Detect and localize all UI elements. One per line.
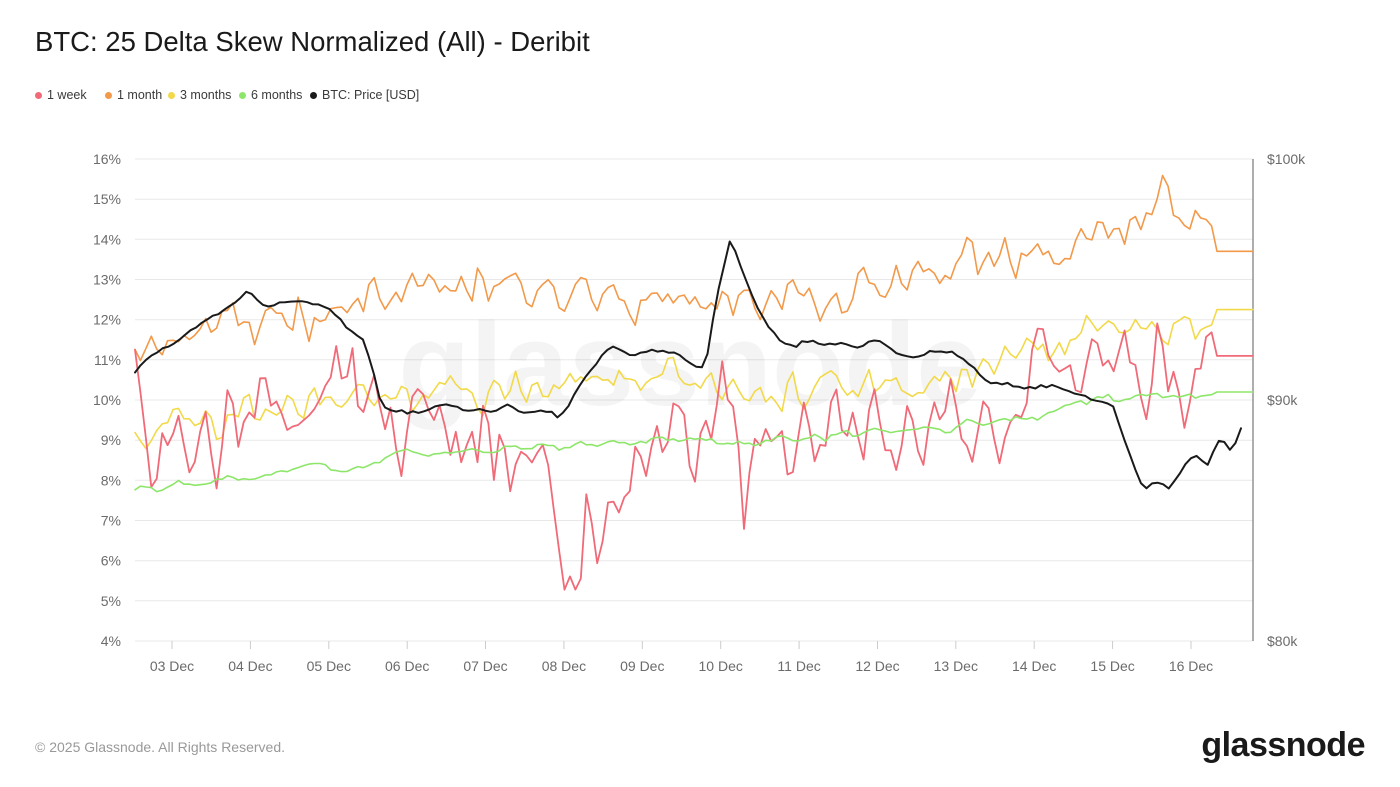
svg-text:16%: 16%: [93, 151, 121, 167]
svg-text:11 Dec: 11 Dec: [777, 658, 820, 674]
svg-text:11%: 11%: [94, 352, 121, 368]
svg-text:03 Dec: 03 Dec: [150, 658, 194, 674]
svg-text:4%: 4%: [101, 633, 121, 649]
svg-text:10%: 10%: [93, 392, 121, 408]
svg-text:06 Dec: 06 Dec: [385, 658, 429, 674]
svg-text:7%: 7%: [101, 513, 121, 529]
svg-text:07 Dec: 07 Dec: [463, 658, 507, 674]
svg-text:12%: 12%: [93, 312, 121, 328]
svg-text:$90k: $90k: [1267, 392, 1298, 408]
svg-text:13 Dec: 13 Dec: [934, 658, 978, 674]
svg-text:14 Dec: 14 Dec: [1012, 658, 1056, 674]
svg-text:08 Dec: 08 Dec: [542, 658, 586, 674]
svg-text:14%: 14%: [93, 231, 121, 247]
svg-text:05 Dec: 05 Dec: [307, 658, 351, 674]
svg-text:$80k: $80k: [1267, 633, 1298, 649]
svg-text:12 Dec: 12 Dec: [855, 658, 899, 674]
svg-text:$100k: $100k: [1267, 151, 1306, 167]
svg-text:5%: 5%: [101, 593, 121, 609]
svg-text:10 Dec: 10 Dec: [699, 658, 743, 674]
svg-text:13%: 13%: [93, 272, 121, 288]
svg-text:09 Dec: 09 Dec: [620, 658, 664, 674]
svg-text:6%: 6%: [101, 553, 121, 569]
svg-text:9%: 9%: [101, 432, 121, 448]
svg-text:04 Dec: 04 Dec: [228, 658, 272, 674]
svg-text:16 Dec: 16 Dec: [1169, 658, 1213, 674]
svg-text:8%: 8%: [101, 472, 121, 488]
svg-text:15 Dec: 15 Dec: [1090, 658, 1134, 674]
svg-text:15%: 15%: [93, 191, 121, 207]
